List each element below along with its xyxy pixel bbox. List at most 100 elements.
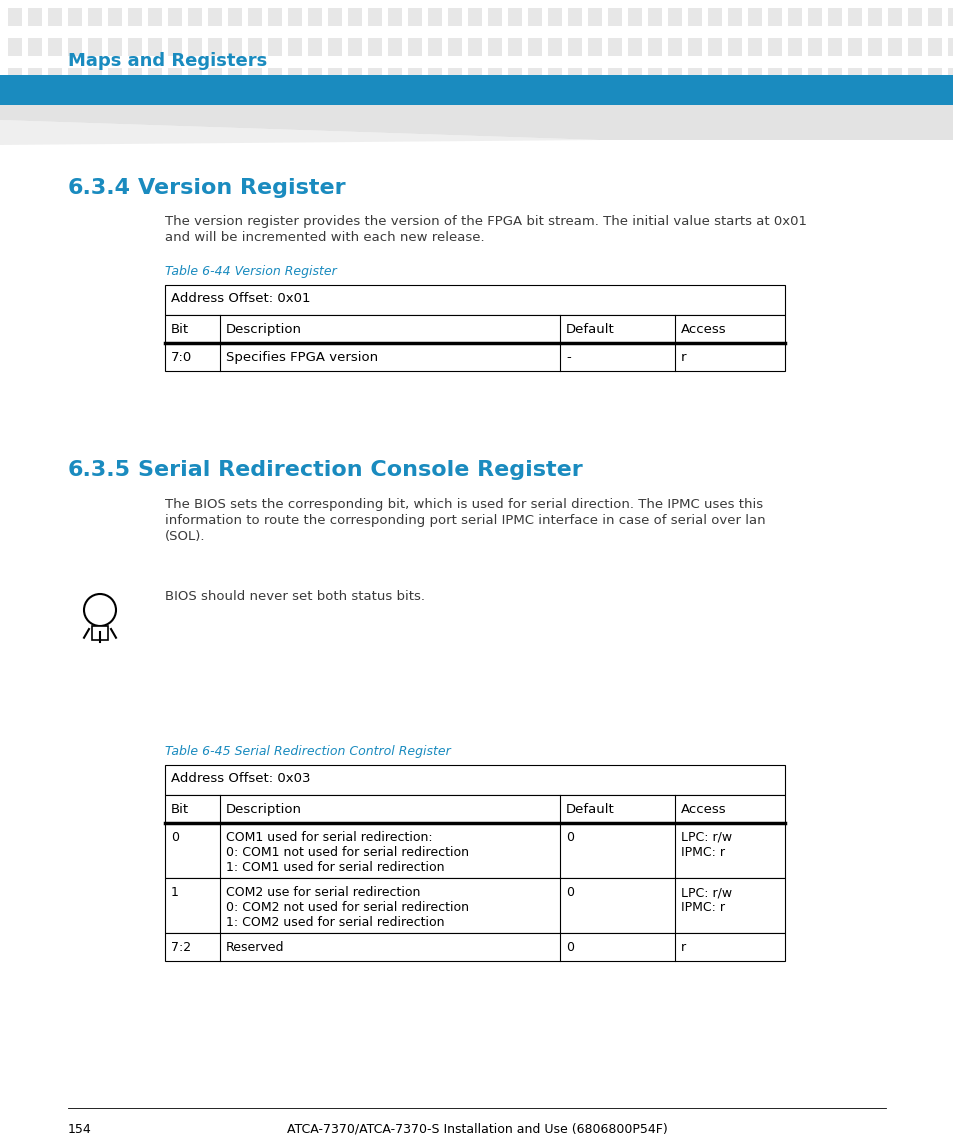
Bar — [348, 68, 361, 86]
Bar — [847, 68, 862, 86]
Bar — [68, 8, 82, 26]
Bar — [707, 68, 721, 86]
Bar — [168, 38, 182, 56]
Text: Bit: Bit — [171, 323, 189, 335]
Text: IPMC: r: IPMC: r — [680, 846, 724, 859]
Bar — [468, 68, 481, 86]
Bar — [687, 38, 701, 56]
Bar — [108, 8, 122, 26]
Bar — [547, 8, 561, 26]
Bar — [507, 8, 521, 26]
Bar — [947, 68, 953, 86]
Bar — [88, 8, 102, 26]
Bar — [88, 68, 102, 86]
Bar — [128, 68, 142, 86]
Text: IPMC: r: IPMC: r — [680, 901, 724, 914]
Bar — [188, 38, 202, 56]
Bar — [165, 285, 784, 315]
Text: 6.3.4: 6.3.4 — [68, 177, 131, 198]
Bar — [647, 38, 661, 56]
Bar — [248, 8, 262, 26]
Bar — [328, 38, 341, 56]
Bar — [847, 38, 862, 56]
Polygon shape — [0, 120, 599, 145]
Bar — [168, 68, 182, 86]
Bar — [448, 38, 461, 56]
Bar — [747, 8, 761, 26]
Bar — [627, 68, 641, 86]
Bar — [0, 76, 953, 105]
Bar — [108, 68, 122, 86]
Text: information to route the corresponding port serial IPMC interface in case of ser: information to route the corresponding p… — [165, 514, 765, 527]
Bar — [787, 68, 801, 86]
Bar — [165, 823, 784, 878]
Text: COM2 use for serial redirection: COM2 use for serial redirection — [226, 886, 420, 899]
Bar — [827, 8, 841, 26]
Bar — [68, 38, 82, 56]
Text: Access: Access — [680, 803, 726, 816]
Bar — [408, 68, 421, 86]
Bar — [907, 8, 921, 26]
Text: Bit: Bit — [171, 803, 189, 816]
Bar — [587, 38, 601, 56]
Text: Address Offset: 0x03: Address Offset: 0x03 — [171, 772, 310, 785]
Text: BIOS should never set both status bits.: BIOS should never set both status bits. — [165, 590, 424, 603]
Text: The BIOS sets the corresponding bit, which is used for serial direction. The IPM: The BIOS sets the corresponding bit, whi… — [165, 498, 762, 511]
Bar — [727, 68, 741, 86]
Bar — [408, 8, 421, 26]
Bar — [807, 38, 821, 56]
Bar — [48, 68, 62, 86]
Bar — [547, 38, 561, 56]
Bar — [8, 8, 22, 26]
Bar — [28, 8, 42, 26]
Bar — [887, 38, 901, 56]
Text: r: r — [680, 352, 686, 364]
Bar — [827, 68, 841, 86]
Bar — [807, 8, 821, 26]
Bar — [68, 68, 82, 86]
Text: 0: 0 — [565, 886, 574, 899]
Bar — [607, 8, 621, 26]
Bar — [547, 68, 561, 86]
Bar — [527, 68, 541, 86]
Bar — [228, 38, 242, 56]
Text: r: r — [680, 941, 685, 954]
Bar — [108, 38, 122, 56]
Bar — [448, 68, 461, 86]
Bar — [687, 8, 701, 26]
Text: 1: 1 — [171, 886, 178, 899]
Bar — [488, 8, 501, 26]
Bar — [527, 38, 541, 56]
Text: (SOL).: (SOL). — [165, 530, 205, 543]
Bar — [268, 38, 282, 56]
Bar — [48, 8, 62, 26]
Text: Table 6-45 Serial Redirection Control Register: Table 6-45 Serial Redirection Control Re… — [165, 745, 450, 758]
Text: 1: COM2 used for serial redirection: 1: COM2 used for serial redirection — [226, 916, 444, 929]
Bar — [248, 68, 262, 86]
Bar — [707, 38, 721, 56]
Text: 0: 0 — [565, 941, 574, 954]
Bar — [268, 68, 282, 86]
Bar — [927, 38, 941, 56]
Bar — [165, 933, 784, 961]
Text: 6.3.5: 6.3.5 — [68, 460, 131, 480]
Text: and will be incremented with each new release.: and will be incremented with each new re… — [165, 231, 484, 244]
Bar — [867, 8, 882, 26]
Bar — [847, 8, 862, 26]
Bar — [388, 68, 401, 86]
Bar — [348, 38, 361, 56]
Bar — [388, 38, 401, 56]
Bar — [627, 8, 641, 26]
Bar — [288, 8, 302, 26]
Bar — [587, 8, 601, 26]
Text: 154: 154 — [68, 1123, 91, 1136]
Bar — [128, 38, 142, 56]
Bar — [607, 38, 621, 56]
Bar — [228, 68, 242, 86]
Bar — [667, 38, 681, 56]
Bar — [148, 38, 162, 56]
Bar — [208, 38, 222, 56]
Bar — [308, 68, 322, 86]
Bar — [907, 68, 921, 86]
Bar — [248, 38, 262, 56]
